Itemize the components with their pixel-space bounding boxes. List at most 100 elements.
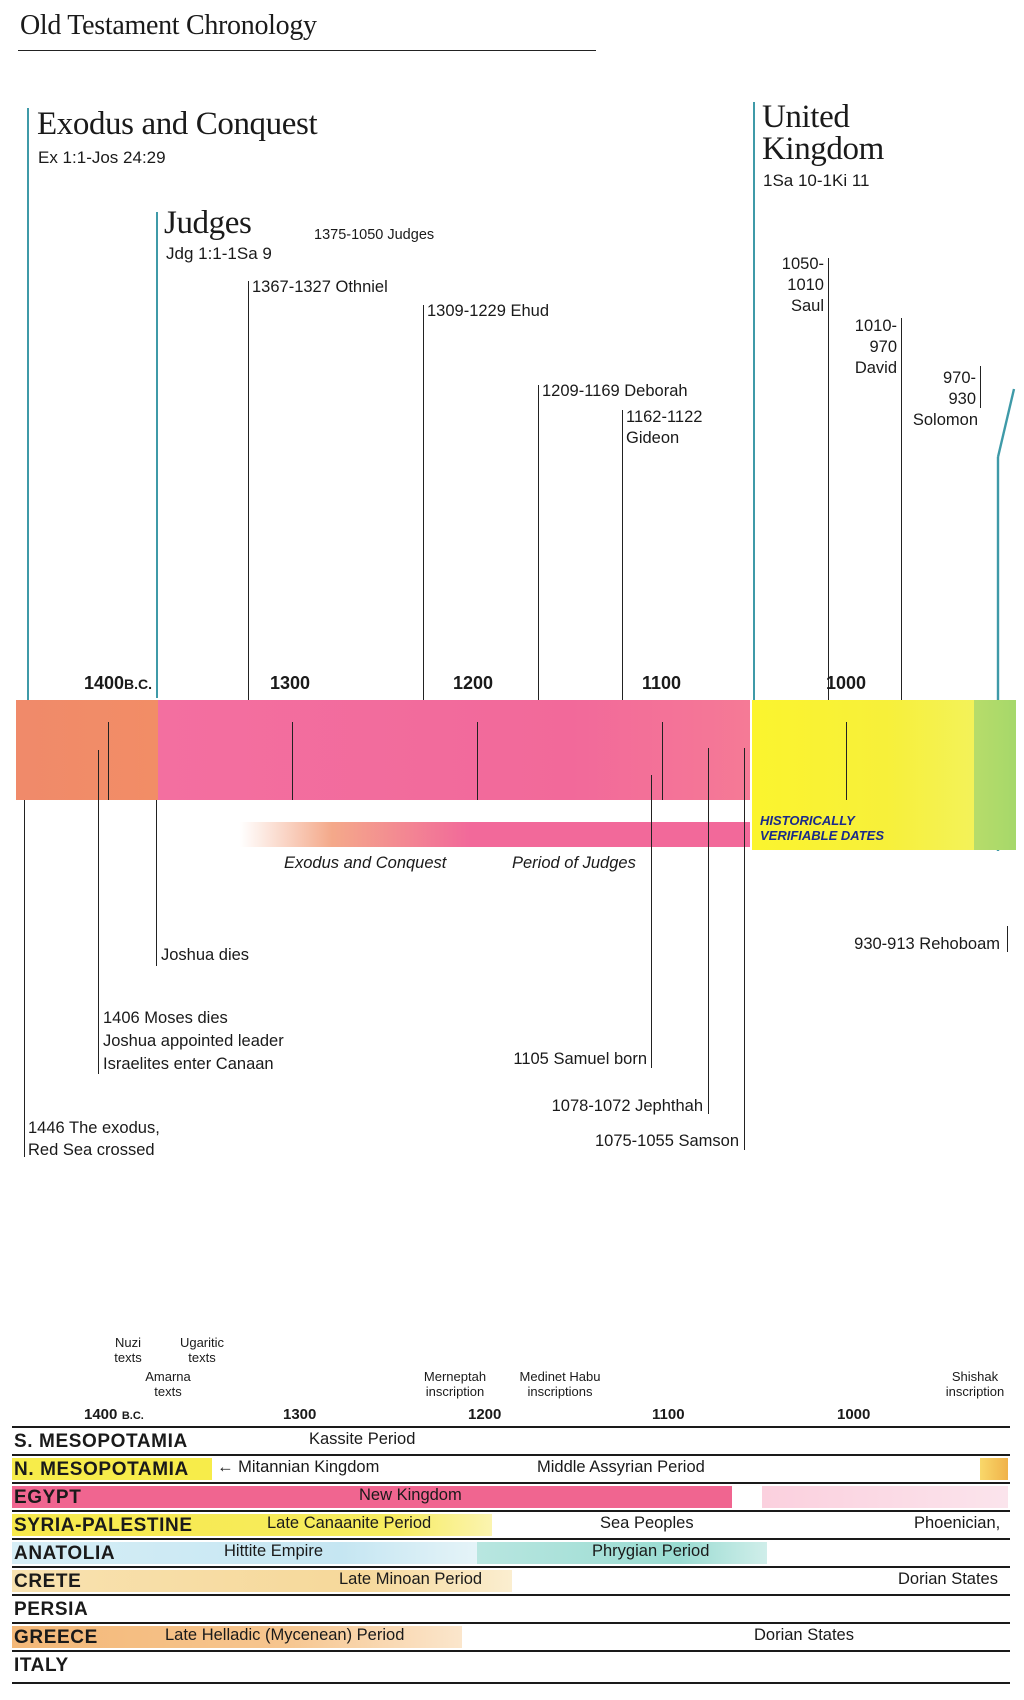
joshua-dies-label: Joshua dies — [161, 946, 250, 964]
period-bar — [240, 822, 750, 847]
region-cell: Middle Assyrian Period — [537, 1458, 705, 1476]
region-cell: Late Helladic (Mycenean) Period — [165, 1626, 405, 1644]
rehoboam-label: 930-913 Rehoboam — [854, 935, 1000, 953]
region-row-crete: CRETE Late Minoan Period Dorian States — [12, 1566, 1010, 1596]
region-cell: Phrygian Period — [592, 1542, 710, 1560]
region-cell: New Kingdom — [359, 1486, 462, 1504]
medinet-annotation: Medinet Habu inscriptions — [519, 1369, 601, 1399]
region-name: N. MESOPOTAMIA — [14, 1459, 189, 1480]
united-kingdom-title-1: United — [762, 99, 850, 135]
region-segment — [12, 1626, 462, 1648]
region-row-persia: PERSIA — [12, 1594, 1010, 1624]
tick-1000: 1000 — [826, 673, 867, 693]
samson-line — [744, 748, 746, 1150]
tick-1300: 1300 — [270, 673, 311, 693]
region-name: GREECE — [14, 1627, 98, 1648]
ehud-line — [423, 305, 425, 750]
region-cell: Phoenician, — [914, 1514, 1001, 1532]
exodus-band — [16, 700, 160, 800]
historically-label-1: HISTORICALLY — [760, 813, 855, 828]
saul-label-3: Saul — [790, 297, 824, 315]
region-cell: Late Canaanite Period — [267, 1514, 432, 1532]
othniel-label: 1367-1327 Othniel — [252, 278, 388, 296]
saul-line — [828, 258, 830, 750]
bottom-tick-1100: 1100 — [652, 1406, 685, 1423]
region-cell: Dorian States — [898, 1570, 998, 1588]
moses-label-3: Israelites enter Canaan — [103, 1055, 274, 1073]
united-kingdom-band — [752, 700, 976, 850]
title-rule — [18, 50, 596, 51]
region-name: ITALY — [14, 1655, 69, 1676]
page-title: Old Testament Chronology — [20, 10, 317, 41]
tick-line-1000 — [846, 722, 848, 800]
united-kingdom-marker — [753, 102, 756, 848]
gideon-dates: 1162-1122 — [626, 408, 703, 426]
exodus-era-title: Exodus and Conquest — [37, 106, 318, 142]
saul-label-1: 1050- — [781, 255, 824, 273]
exodus-event-line — [24, 800, 26, 1157]
nuzi-annotation: Nuzi texts — [114, 1335, 142, 1365]
solomon-label-1: 970- — [942, 369, 976, 387]
othniel-line — [248, 281, 250, 750]
judges-era-title: Judges — [164, 205, 252, 241]
region-name: SYRIA-PALESTINE — [14, 1515, 193, 1536]
region-segment — [12, 1542, 482, 1564]
samuel-line — [651, 775, 653, 1068]
judges-era-ref: Jdg 1:1-1Sa 9 — [166, 244, 272, 263]
deborah-label: 1209-1169 Deborah — [542, 382, 688, 400]
period-exodus-label: Exodus and Conquest — [284, 854, 447, 872]
judges-era-marker — [156, 212, 159, 698]
region-segment — [12, 1486, 732, 1508]
region-cell: Late Minoan Period — [339, 1570, 483, 1588]
region-name: S. MESOPOTAMIA — [14, 1431, 188, 1452]
region-row-syria-palestine: SYRIA-PALESTINE Late Canaanite Period Se… — [12, 1510, 1010, 1540]
tick-line-1300 — [292, 722, 294, 800]
joshua-dies-line — [156, 800, 158, 966]
band-gap — [16, 800, 752, 822]
bottom-tick-1200: 1200 — [468, 1406, 502, 1423]
region-segment — [12, 1514, 492, 1536]
region-cell: Sea Peoples — [600, 1514, 694, 1532]
region-row-s-mesopotamia: S. MESOPOTAMIA Kassite Period — [12, 1426, 1010, 1456]
gideon-line — [622, 410, 624, 750]
region-segment — [12, 1570, 512, 1592]
bottom-tick-1400: 1400 B.C. — [84, 1406, 144, 1423]
samson-label: 1075-1055 Samson — [594, 1132, 739, 1150]
region-row-italy: ITALY — [12, 1650, 1010, 1684]
historically-label-2: VERIFIABLE DATES — [760, 828, 884, 843]
solomon-label-3: Solomon — [912, 411, 978, 429]
region-row-greece: GREECE Late Helladic (Mycenean) Period D… — [12, 1622, 1010, 1652]
samuel-label: 1105 Samuel born — [513, 1050, 647, 1068]
tick-1100: 1100 — [642, 673, 682, 693]
tick-line-1200 — [477, 722, 479, 800]
deborah-line — [538, 385, 540, 750]
shishak-annotation: Shishak inscription — [945, 1369, 1005, 1399]
region-row-anatolia: ANATOLIA Hittite Empire Phrygian Period — [12, 1538, 1010, 1568]
tick-1400: 1400B.C. — [84, 673, 153, 693]
tick-1200: 1200 — [453, 673, 494, 693]
jephthah-label: 1078-1072 Jephthah — [551, 1097, 703, 1115]
solomon-line — [980, 366, 982, 408]
david-line — [901, 318, 903, 750]
region-row-egypt: EGYPT New Kingdom — [12, 1482, 1010, 1512]
united-kingdom-title-2: Kingdom — [762, 131, 884, 167]
bottom-tick-1300: 1300 — [283, 1406, 317, 1423]
rehoboam-line — [1007, 926, 1009, 952]
amarna-annotation: Amarna texts — [145, 1369, 191, 1399]
region-cell: Kassite Period — [309, 1430, 416, 1448]
saul-label-2: 1010 — [787, 276, 824, 294]
ehud-label: 1309-1229 Ehud — [427, 302, 550, 320]
merneptah-annotation: Merneptah inscription — [423, 1369, 487, 1399]
tick-line-1400 — [108, 722, 110, 800]
region-segment — [762, 1486, 1008, 1508]
moses-label-1: 1406 Moses dies — [103, 1009, 228, 1027]
david-label-3: David — [854, 359, 897, 377]
jephthah-line — [708, 748, 710, 1114]
period-judges-label: Period of Judges — [512, 854, 636, 872]
united-kingdom-ref: 1Sa 10-1Ki 11 — [763, 171, 870, 190]
region-name: CRETE — [14, 1571, 82, 1592]
gideon-name: Gideon — [626, 429, 680, 447]
exodus-event-label-1: 1446 The exodus, — [28, 1119, 160, 1137]
exodus-era-ref: Ex 1:1-Jos 24:29 — [38, 148, 166, 167]
moses-label-2: Joshua appointed leader — [103, 1032, 284, 1050]
